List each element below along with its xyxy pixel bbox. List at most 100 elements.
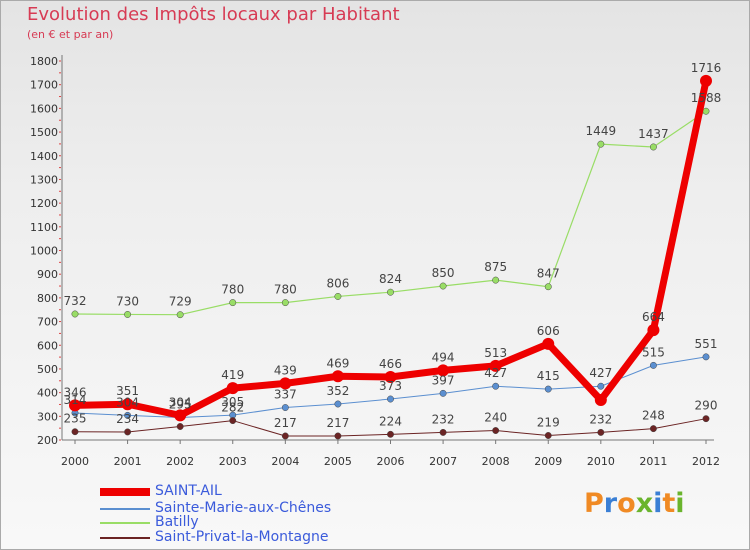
data-point — [594, 393, 607, 406]
logo-letter: o — [617, 488, 636, 519]
data-label: 219 — [537, 415, 560, 429]
y-tick-label: 1500 — [30, 126, 58, 139]
legend-label: SAINT-AIL — [155, 483, 222, 499]
data-point — [279, 377, 292, 390]
y-tick-label: 600 — [37, 339, 58, 352]
data-point — [281, 432, 289, 440]
legend-label: Saint-Privat-la-Montagne — [155, 529, 329, 545]
y-tick-label: 1600 — [30, 102, 58, 115]
data-label: 415 — [537, 369, 560, 383]
data-point — [124, 411, 132, 419]
y-tick-label: 500 — [37, 363, 58, 376]
logo-letter: r — [603, 488, 618, 519]
y-tick-label: 1300 — [30, 173, 58, 186]
data-label: 466 — [379, 357, 402, 371]
data-label: 729 — [169, 295, 192, 309]
data-label: 217 — [274, 416, 297, 430]
data-point — [331, 370, 344, 383]
data-label: 290 — [695, 399, 718, 413]
data-label: 824 — [379, 272, 402, 286]
legend-item-saint-ail: SAINT-AIL — [100, 483, 420, 500]
x-tick-label: 2011 — [639, 455, 667, 468]
data-point — [121, 398, 134, 411]
logo-letter: i — [653, 488, 663, 519]
data-point — [384, 370, 397, 383]
data-point — [439, 389, 447, 397]
data-point — [387, 430, 394, 438]
logo-letter: x — [635, 488, 654, 519]
data-label: 397 — [432, 373, 455, 387]
data-point — [439, 282, 447, 290]
y-tick-label: 400 — [37, 387, 58, 400]
data-point — [334, 293, 342, 300]
data-label: 232 — [589, 412, 612, 426]
data-label: 282 — [221, 401, 244, 415]
y-tick-label: 800 — [37, 292, 58, 305]
x-tick-label: 2004 — [271, 455, 299, 468]
y-tick-label: 1200 — [30, 197, 58, 210]
data-point — [544, 283, 552, 291]
x-tick-label: 2009 — [534, 455, 562, 468]
data-label: 346 — [64, 385, 87, 399]
data-point — [702, 107, 710, 115]
data-label: 730 — [116, 294, 139, 308]
data-label: 314 — [64, 393, 87, 407]
y-tick-label: 1700 — [30, 79, 58, 92]
data-label: 806 — [326, 276, 349, 290]
x-tick-label: 2010 — [587, 455, 615, 468]
data-point — [226, 382, 239, 395]
data-point — [544, 385, 552, 393]
data-point — [492, 427, 500, 434]
data-label: 513 — [484, 346, 507, 360]
data-label: 780 — [274, 283, 297, 297]
data-point — [281, 299, 289, 307]
legend-item-sainte-marie-aux-chenes: Sainte-Marie-aux-Chênes — [100, 500, 420, 517]
data-point — [597, 140, 605, 148]
data-point — [174, 409, 187, 422]
data-point — [71, 310, 79, 318]
x-tick-label: 2002 — [166, 455, 194, 468]
data-point — [439, 428, 447, 436]
data-label: 305 — [221, 395, 244, 409]
data-point — [597, 382, 605, 390]
legend-swatch — [100, 537, 150, 539]
legend-label: Sainte-Marie-aux-Chênes — [155, 500, 332, 516]
data-point — [647, 324, 660, 337]
x-tick-label: 2001 — [114, 455, 142, 468]
data-label: 1588 — [691, 91, 722, 105]
data-label: 234 — [116, 412, 139, 426]
legend-label: Batilly — [155, 514, 199, 530]
data-point — [649, 143, 657, 151]
data-point — [702, 353, 710, 361]
data-point — [649, 425, 657, 433]
x-tick-label: 2000 — [61, 455, 89, 468]
data-label: 551 — [695, 337, 718, 351]
legend-item-batilly: Batilly — [100, 514, 420, 531]
y-tick-label: 700 — [37, 316, 58, 329]
data-point — [229, 299, 237, 307]
x-tick-label: 2007 — [429, 455, 457, 468]
logo-letter: t — [662, 488, 676, 519]
data-point — [71, 428, 79, 436]
data-point — [334, 432, 342, 440]
data-label: 1449 — [586, 124, 617, 138]
data-label: 469 — [326, 356, 349, 370]
chart-title: Evolution des Impôts locaux par Habitant — [27, 4, 400, 25]
data-label: 295 — [169, 397, 192, 411]
data-label: 224 — [379, 414, 402, 428]
data-label: 850 — [432, 266, 455, 280]
x-tick-label: 2003 — [219, 455, 247, 468]
legend-swatch — [100, 508, 150, 510]
data-point — [124, 311, 132, 318]
x-tick-label: 2008 — [482, 455, 510, 468]
data-label: 494 — [432, 350, 455, 364]
y-tick-label: 1000 — [30, 245, 58, 258]
data-point — [492, 382, 500, 390]
y-tick-label: 1800 — [30, 55, 58, 68]
data-label: 606 — [537, 324, 560, 338]
data-point — [176, 423, 184, 430]
data-point — [229, 417, 237, 425]
proxiti-logo: Proxiti — [584, 488, 685, 519]
